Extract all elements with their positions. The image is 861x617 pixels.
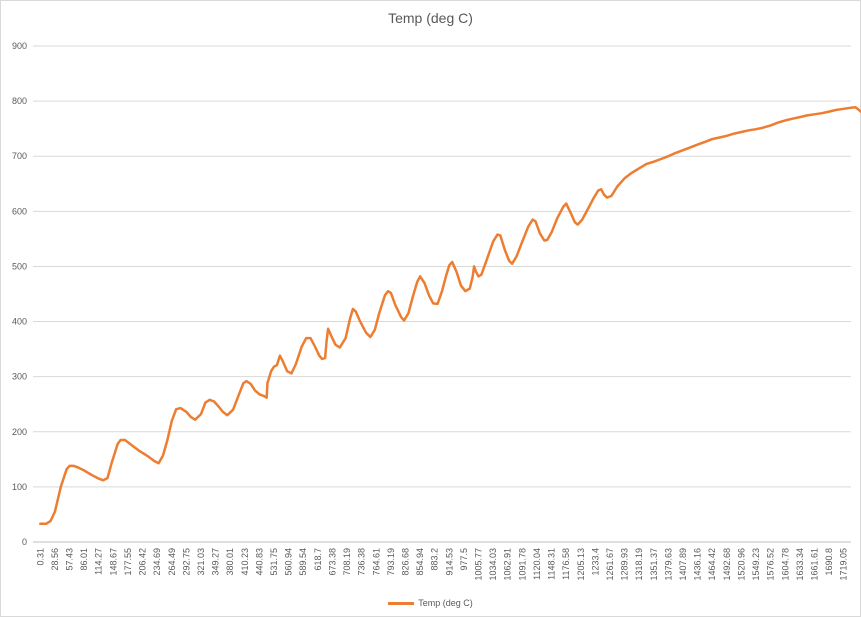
y-axis-tick-labels: 0 100 200 300 400 500 600 700 800 900	[12, 41, 27, 547]
x-tick-label: 1492.68	[722, 548, 732, 581]
x-tick-label: 1034.03	[488, 548, 498, 581]
x-tick-label: 86.01	[79, 548, 89, 571]
gridlines	[33, 45, 851, 543]
x-tick-label: 349.27	[211, 548, 221, 576]
x-tick-label: 264.49	[167, 548, 177, 576]
legend-label: Temp (deg C)	[418, 598, 473, 608]
x-tick-label: 114.27	[94, 548, 104, 575]
x-tick-label: 1120.04	[532, 548, 542, 580]
x-tick-label: 380.01	[225, 548, 235, 576]
x-tick-label: 793.19	[386, 548, 396, 576]
chart-title: Temp (deg C)	[388, 10, 473, 26]
x-tick-label: 1289.93	[620, 548, 630, 581]
legend-swatch	[388, 602, 415, 606]
x-tick-label: 57.43	[65, 548, 75, 571]
x-tick-label: 1549.23	[751, 548, 761, 581]
x-tick-label: 1005.77	[474, 548, 484, 581]
y-tick-label: 500	[12, 261, 27, 271]
x-tick-label: 1633.34	[795, 548, 805, 581]
x-tick-label: 1148.31	[547, 548, 557, 580]
x-tick-label: 321.03	[196, 548, 206, 576]
y-tick-label: 0	[22, 537, 27, 547]
x-tick-label: 883.2	[430, 548, 440, 571]
x-tick-label: 0.31	[35, 548, 45, 566]
x-tick-label: 1661.61	[809, 548, 819, 581]
x-axis-tick-labels: 0.31 28.56 57.43 86.01 114.27 148.67 177.55 206…	[35, 548, 848, 581]
x-tick-label: 28.56	[50, 548, 60, 571]
x-tick-label: 854.94	[415, 548, 425, 576]
x-tick-label: 1520.96	[736, 548, 746, 581]
x-tick-label: 764.61	[371, 548, 381, 576]
y-tick-label: 800	[12, 96, 27, 106]
x-tick-label: 1318.19	[634, 548, 644, 581]
x-tick-label: 148.67	[108, 548, 118, 576]
x-tick-label: 1690.8	[824, 548, 834, 576]
x-tick-label: 1407.89	[678, 548, 688, 581]
x-tick-label: 560.94	[284, 548, 294, 576]
x-tick-label: 1176.58	[561, 548, 571, 580]
y-tick-label: 600	[12, 206, 27, 216]
x-tick-label: 1205.13	[576, 548, 586, 581]
y-tick-label: 100	[12, 482, 27, 492]
x-tick-label: 589.54	[298, 548, 308, 576]
x-tick-label: 1464.42	[707, 548, 717, 581]
x-tick-label: 708.19	[342, 548, 352, 576]
x-tick-label: 1091.78	[517, 548, 527, 581]
x-tick-label: 177.55	[123, 548, 133, 576]
y-tick-label: 300	[12, 372, 27, 382]
x-tick-label: 1379.63	[663, 548, 673, 581]
y-tick-label: 400	[12, 317, 27, 327]
x-tick-label: 1576.52	[766, 548, 776, 581]
x-tick-label: 410.23	[240, 548, 250, 576]
y-tick-label: 700	[12, 151, 27, 161]
x-tick-label: 977.5	[459, 548, 469, 571]
x-tick-label: 292.75	[181, 548, 191, 576]
x-tick-label: 234.69	[152, 548, 162, 576]
x-tick-label: 440.83	[254, 548, 264, 576]
x-tick-label: 206.42	[138, 548, 148, 576]
x-tick-label: 736.38	[357, 548, 367, 576]
x-tick-label: 618.7	[313, 548, 323, 571]
y-tick-label: 900	[12, 41, 27, 51]
x-tick-label: 1233.4	[590, 548, 600, 576]
x-tick-label: 1062.91	[503, 548, 513, 581]
x-tick-label: 531.75	[269, 548, 279, 576]
x-tick-label: 1261.67	[605, 548, 615, 581]
legend: Temp (deg C)	[0, 598, 861, 608]
x-tick-label: 826.68	[400, 548, 410, 576]
x-tick-label: 1604.78	[780, 548, 790, 581]
x-tick-label: 1436.16	[693, 548, 703, 581]
x-tick-label: 1351.37	[649, 548, 659, 581]
series-line-temp	[39, 105, 861, 526]
x-tick-label: 914.53	[444, 548, 454, 576]
x-tick-label: 673.38	[327, 548, 337, 576]
x-tick-label: 1719.05	[839, 548, 849, 581]
y-tick-label: 200	[12, 427, 27, 437]
series-layer	[39, 105, 861, 526]
